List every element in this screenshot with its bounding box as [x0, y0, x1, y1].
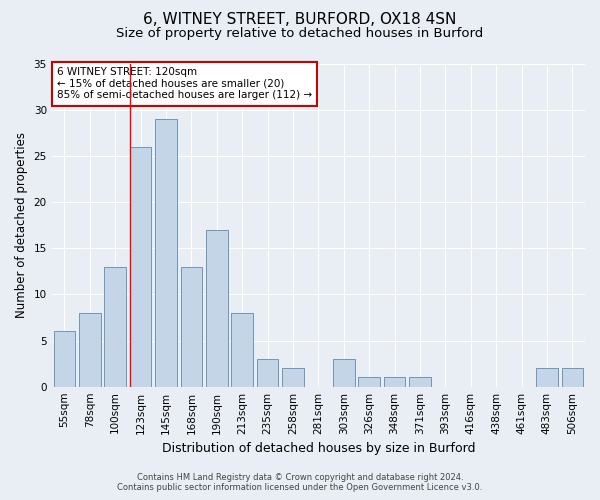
Bar [536, 368, 557, 386]
Bar [206, 230, 227, 386]
Bar [155, 120, 177, 386]
Bar [130, 147, 151, 386]
Text: Size of property relative to detached houses in Burford: Size of property relative to detached ho… [116, 28, 484, 40]
Bar [358, 378, 380, 386]
Bar [384, 378, 406, 386]
Bar [409, 378, 431, 386]
Bar [53, 332, 75, 386]
Bar [104, 267, 126, 386]
Bar [181, 267, 202, 386]
Text: 6 WITNEY STREET: 120sqm
← 15% of detached houses are smaller (20)
85% of semi-de: 6 WITNEY STREET: 120sqm ← 15% of detache… [57, 67, 312, 100]
Bar [333, 359, 355, 386]
Text: 6, WITNEY STREET, BURFORD, OX18 4SN: 6, WITNEY STREET, BURFORD, OX18 4SN [143, 12, 457, 28]
Bar [282, 368, 304, 386]
Bar [562, 368, 583, 386]
Bar [257, 359, 278, 386]
Bar [232, 313, 253, 386]
Bar [79, 313, 101, 386]
X-axis label: Distribution of detached houses by size in Burford: Distribution of detached houses by size … [161, 442, 475, 455]
Text: Contains HM Land Registry data © Crown copyright and database right 2024.
Contai: Contains HM Land Registry data © Crown c… [118, 473, 482, 492]
Y-axis label: Number of detached properties: Number of detached properties [15, 132, 28, 318]
